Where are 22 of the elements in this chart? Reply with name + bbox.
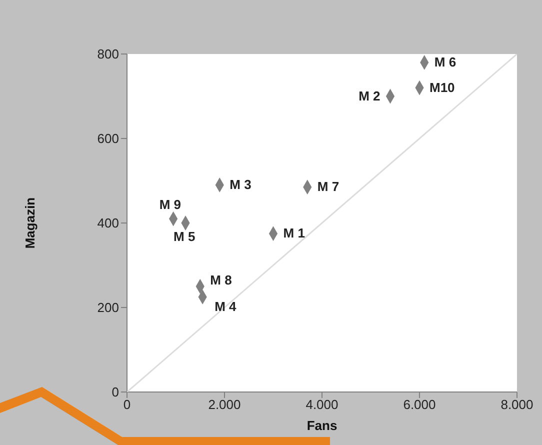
y-tick-label: 400 xyxy=(97,216,119,231)
y-tick-label: 800 xyxy=(97,46,119,62)
annotation: M 1 xyxy=(283,226,305,241)
annotation: M 4 xyxy=(214,298,238,314)
annotation: M 7 xyxy=(317,179,340,194)
annotation: M 9 xyxy=(159,196,181,212)
y-axis-title: Magazin xyxy=(22,197,38,249)
x-tick-label: 4.000 xyxy=(306,397,338,412)
annotation: M10 xyxy=(430,80,455,95)
y-tick-label: 0 xyxy=(112,384,119,400)
x-tick-label: 2.000 xyxy=(208,397,241,412)
x-axis-title: Fans xyxy=(306,418,338,433)
annotation: M 6 xyxy=(434,54,456,70)
x-tick-label: 6.000 xyxy=(403,397,436,412)
x-tick-label: 8.000 xyxy=(500,397,534,412)
y-tick-label: 600 xyxy=(97,131,119,146)
annotation: M 3 xyxy=(230,176,252,192)
y-tick-label: 200 xyxy=(97,300,119,316)
annotation: M 5 xyxy=(174,229,196,244)
annotation: M 8 xyxy=(210,272,232,288)
x-tick-label: 0 xyxy=(123,397,131,412)
annotation: M 2 xyxy=(358,88,380,104)
